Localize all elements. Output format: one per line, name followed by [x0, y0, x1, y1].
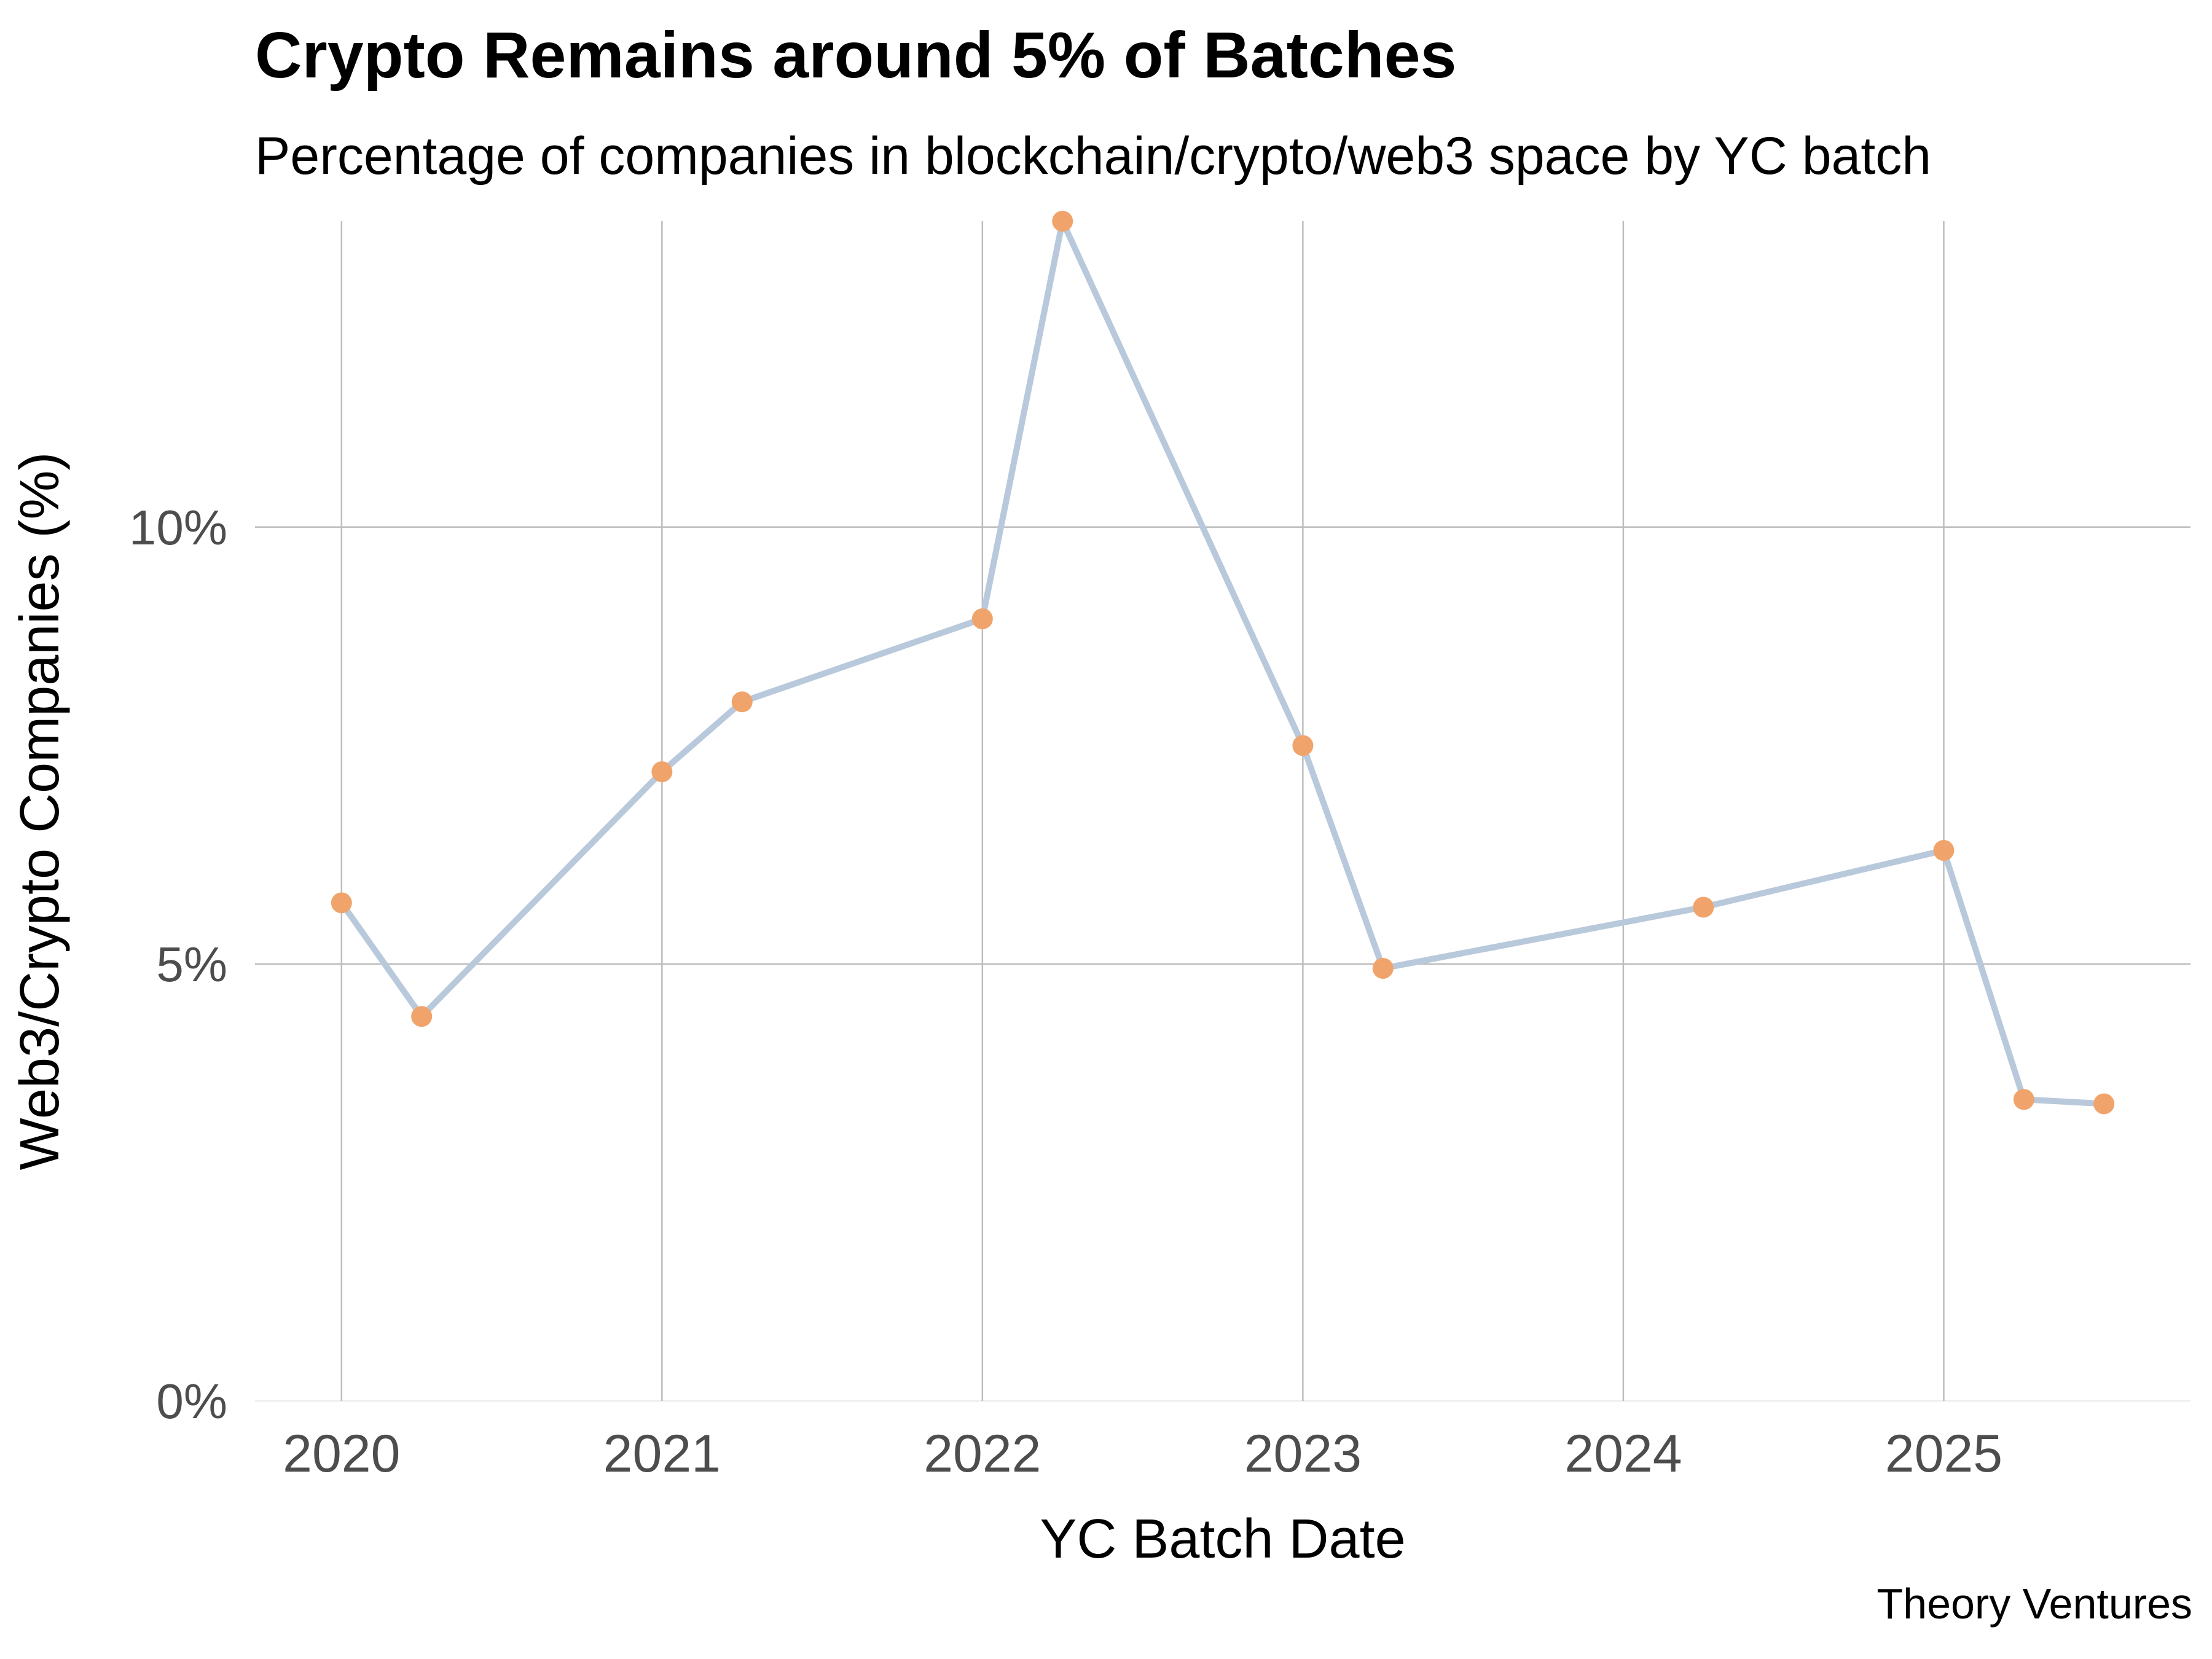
- series-line: [338, 218, 2108, 1107]
- data-point: [1052, 211, 1073, 232]
- data-point: [1693, 896, 1714, 918]
- gridlines: [255, 221, 2190, 1402]
- y-axis-ticks: 0% 5% 10%: [129, 500, 227, 1429]
- x-tick-label: 2024: [1564, 1424, 1682, 1483]
- x-tick-label: 2022: [924, 1424, 1041, 1483]
- x-tick-label: 2021: [603, 1424, 721, 1483]
- data-point: [2013, 1089, 2034, 1110]
- x-axis-ticks: 2020 2021 2022 2023 2024 2025: [283, 1424, 2002, 1483]
- data-point: [1933, 840, 1955, 861]
- chart-caption: Theory Ventures: [1877, 1580, 2192, 1628]
- x-axis-title: YC Batch Date: [1040, 1508, 1405, 1570]
- chart-subtitle: Percentage of companies in blockchain/cr…: [255, 127, 1932, 186]
- data-point: [1292, 735, 1314, 756]
- chart-title: Crypto Remains around 5% of Batches: [255, 19, 1457, 92]
- data-point: [1372, 958, 1394, 979]
- series-line-layer: [338, 218, 2108, 1107]
- y-tick-label: 5%: [156, 937, 227, 992]
- y-tick-label: 0%: [156, 1374, 227, 1429]
- data-point: [2093, 1093, 2115, 1115]
- y-axis-title: Web3/Crypto Companies (%): [9, 452, 71, 1171]
- x-tick-label: 2020: [283, 1424, 400, 1483]
- data-points: [331, 211, 2115, 1115]
- x-tick-label: 2023: [1244, 1424, 1362, 1483]
- data-point: [971, 608, 993, 630]
- x-tick-label: 2025: [1885, 1424, 2002, 1483]
- data-point: [651, 761, 673, 782]
- data-point: [731, 691, 753, 713]
- y-tick-label: 10%: [129, 500, 227, 555]
- data-point: [331, 892, 352, 914]
- data-point: [411, 1006, 433, 1027]
